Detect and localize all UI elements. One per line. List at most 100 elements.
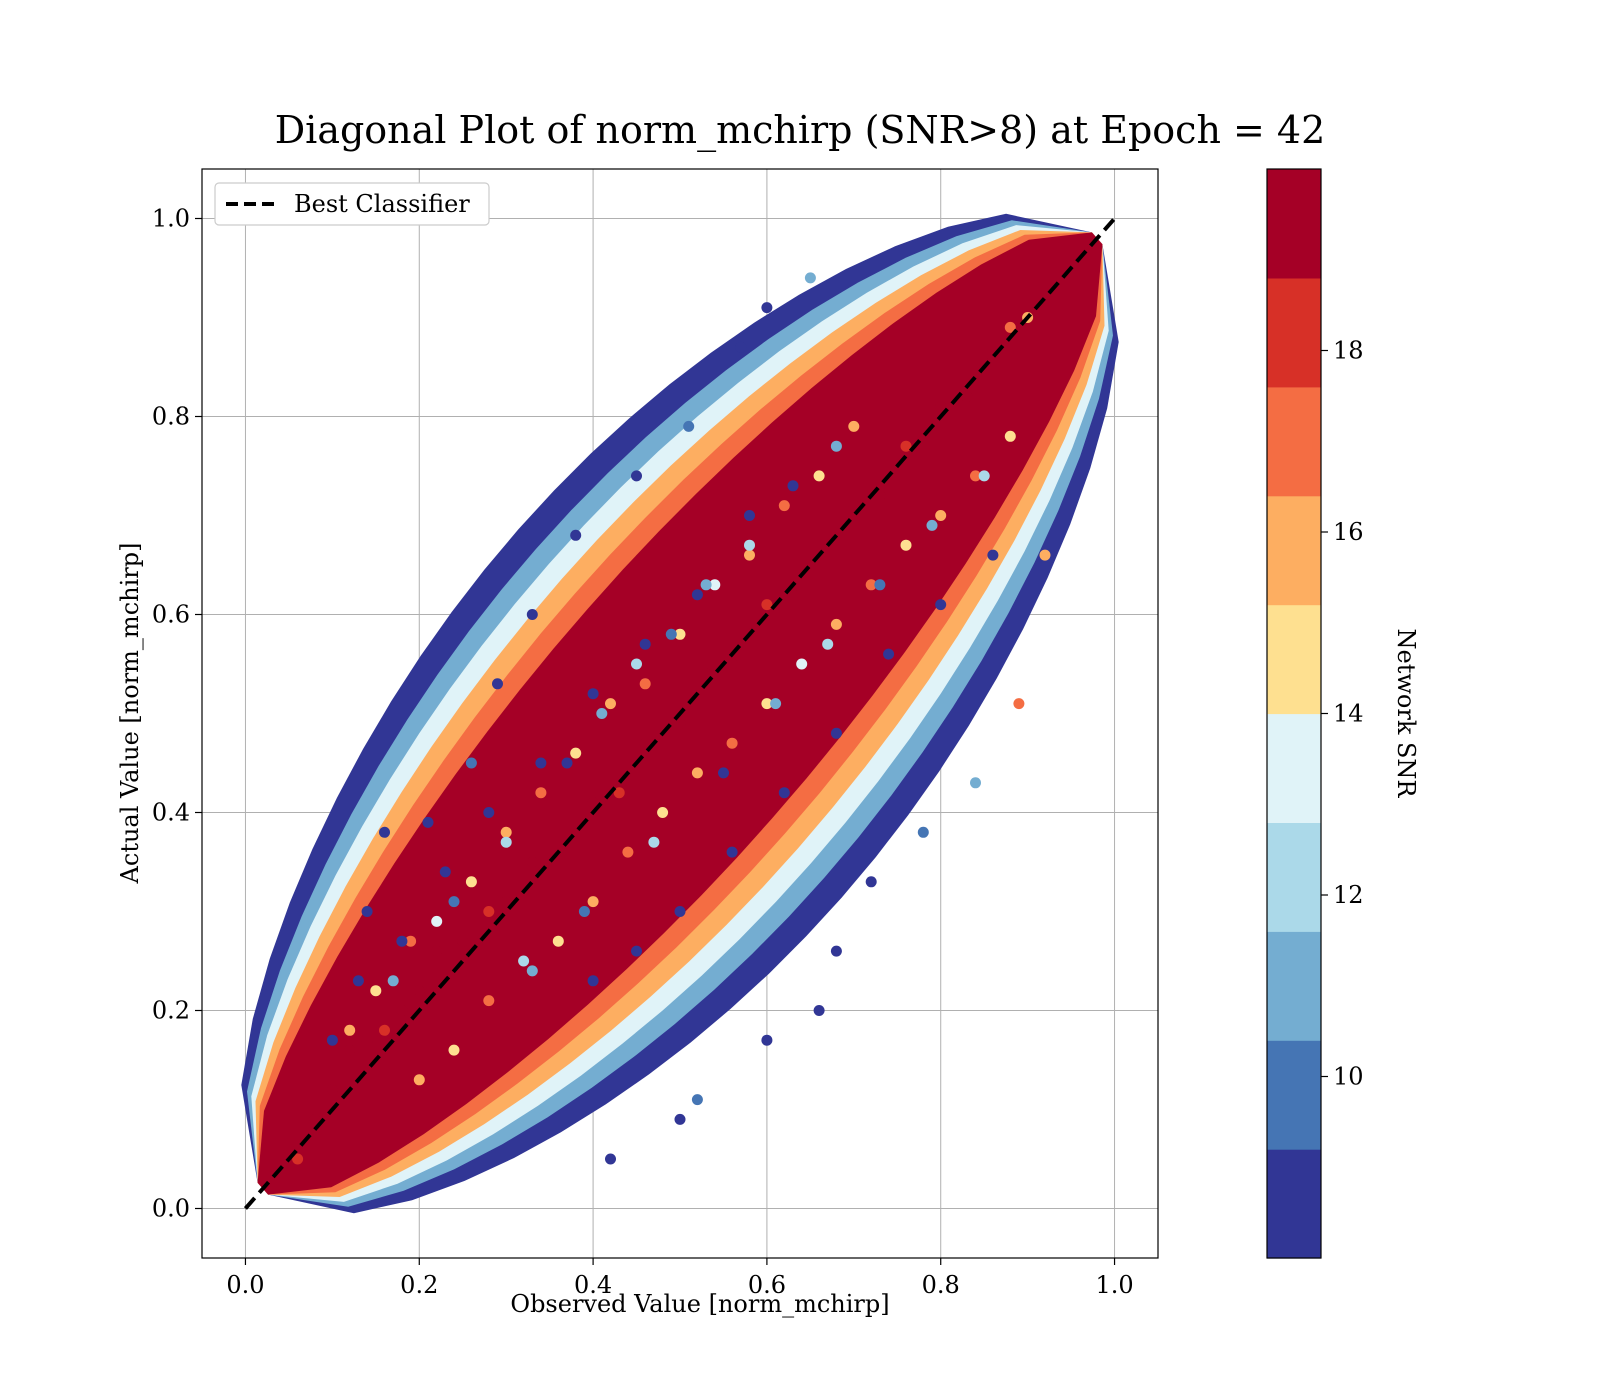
scatter-point-34 [405, 935, 417, 947]
scatter-point-96 [587, 975, 599, 987]
scatter-point-26 [900, 440, 912, 452]
colorbar-label: Network SNR [1392, 629, 1420, 799]
chart-title: Diagonal Plot of norm_mchirp (SNR>8) at … [275, 108, 1326, 153]
scatter-point-42 [674, 628, 686, 640]
scatter-point-46 [813, 470, 825, 482]
scatter-point-33 [370, 985, 382, 997]
x-tick-label-0: 0.0 [226, 1271, 264, 1299]
scatter-point-24 [848, 500, 860, 512]
scatter-point-79 [648, 836, 660, 848]
scatter-point-105 [361, 906, 373, 917]
legend-box [214, 182, 490, 226]
y-tick-label-0: 0.0 [152, 1195, 190, 1223]
scatter-point-15 [587, 797, 599, 809]
colorbar-segment-9 [1267, 169, 1321, 279]
scatter-point-44 [744, 549, 755, 561]
scatter-point-4 [344, 1044, 356, 1056]
scatter-point-89 [439, 866, 451, 878]
scatter-point-25 [874, 490, 886, 502]
y-tick-label-5: 1.0 [152, 205, 190, 233]
colorbar-tick-label-4: 18 [1333, 337, 1364, 365]
scatter-point-28 [961, 391, 973, 403]
scatter-point-32 [344, 1024, 356, 1036]
scatter-point-1 [292, 1153, 304, 1165]
scatter-point-61 [865, 579, 877, 591]
colorbar-tick-label-0: 10 [1333, 1063, 1364, 1091]
scatter-point-108 [465, 757, 477, 769]
scatter-point-112 [631, 470, 642, 482]
scatter-point-41 [639, 678, 651, 690]
scatter-point-97 [631, 945, 642, 957]
scatter-point-126 [1013, 698, 1025, 710]
scatter-point-59 [796, 658, 808, 670]
y-axis-ticks: 0.0 0.2 0.4 0.6 0.8 1.0 [152, 205, 202, 1223]
scatter-point-94 [691, 589, 703, 601]
y-tick-label-3: 0.6 [152, 601, 190, 629]
scatter-point-109 [492, 678, 503, 690]
scatter-point-81 [770, 698, 782, 710]
y-tick-label-1: 0.2 [152, 997, 190, 1025]
scatter-point-45 [778, 500, 790, 512]
scatter-point-116 [804, 272, 816, 284]
scatter-point-17 [639, 737, 651, 749]
colorbar-tick-label-1: 12 [1333, 881, 1364, 909]
colorbar-tick-label-2: 14 [1333, 700, 1364, 728]
scatter-point-58 [761, 698, 773, 710]
scatter-point-40 [605, 698, 616, 710]
scatter-point-91 [535, 757, 547, 769]
scatter-point-75 [787, 480, 799, 492]
scatter-point-103 [935, 599, 947, 611]
scatter-point-51 [518, 955, 530, 967]
scatter-point-77 [526, 965, 538, 977]
scatter-point-22 [787, 589, 799, 601]
x-axis-label: Observed Value [norm_mchirp] [510, 1290, 889, 1318]
scatter-point-76 [830, 440, 842, 452]
scatter-point-123 [865, 876, 877, 888]
scatter-point-120 [761, 1034, 773, 1046]
legend: Best Classifier [214, 182, 490, 226]
scatter-point-53 [587, 896, 599, 908]
scatter-point-93 [639, 638, 651, 650]
scatter-point-6 [379, 1024, 390, 1036]
scatter-point-52 [552, 935, 564, 947]
scatter-point-5 [361, 1034, 373, 1046]
scatter-point-85 [978, 470, 990, 482]
scatter-point-110 [526, 609, 538, 620]
best-classifier-line [243, 217, 1117, 1210]
scatter-point-13 [526, 856, 538, 868]
scatter-point-63 [935, 510, 947, 521]
scatter-point-3 [326, 1084, 338, 1096]
scatter-point-27 [935, 401, 947, 413]
scatter-point-121 [813, 1005, 825, 1016]
plot-frame [201, 168, 1159, 1259]
scatter-point-20 [726, 658, 738, 670]
scatter-point-90 [483, 807, 495, 818]
scatter-point-0 [283, 1143, 295, 1155]
scatter-point-64 [970, 470, 981, 482]
legend-label-best-classifier: Best Classifier [294, 190, 470, 218]
scatter-point-21 [761, 599, 773, 611]
scatter-point-119 [691, 1094, 703, 1106]
colorbar-ticks: 10 12 14 16 18 [1321, 337, 1364, 1091]
scatter-point-11 [483, 906, 495, 917]
x-tick-label-2: 0.4 [574, 1271, 612, 1299]
scatter-point-73 [700, 579, 712, 591]
scatter-point-92 [587, 688, 599, 700]
scatter-point-124 [917, 826, 929, 838]
scatter-point-101 [830, 727, 842, 739]
y-tick-label-2: 0.4 [152, 799, 190, 827]
scatter-point-72 [665, 628, 677, 640]
scatter-point-69 [561, 757, 573, 769]
scatter-point-98 [674, 906, 686, 917]
scatter-point-16 [613, 787, 625, 799]
colorbar-segment-2 [1267, 931, 1321, 1041]
x-tick-label-5: 1.0 [1095, 1271, 1133, 1299]
scatter-point-35 [431, 915, 443, 927]
scatter-point-78 [578, 906, 590, 917]
scatter-point-113 [683, 420, 695, 432]
scatter-point-70 [596, 708, 608, 719]
scatter-point-2 [309, 1113, 321, 1125]
scatter-point-67 [448, 896, 460, 908]
scatter-point-99 [726, 846, 738, 858]
